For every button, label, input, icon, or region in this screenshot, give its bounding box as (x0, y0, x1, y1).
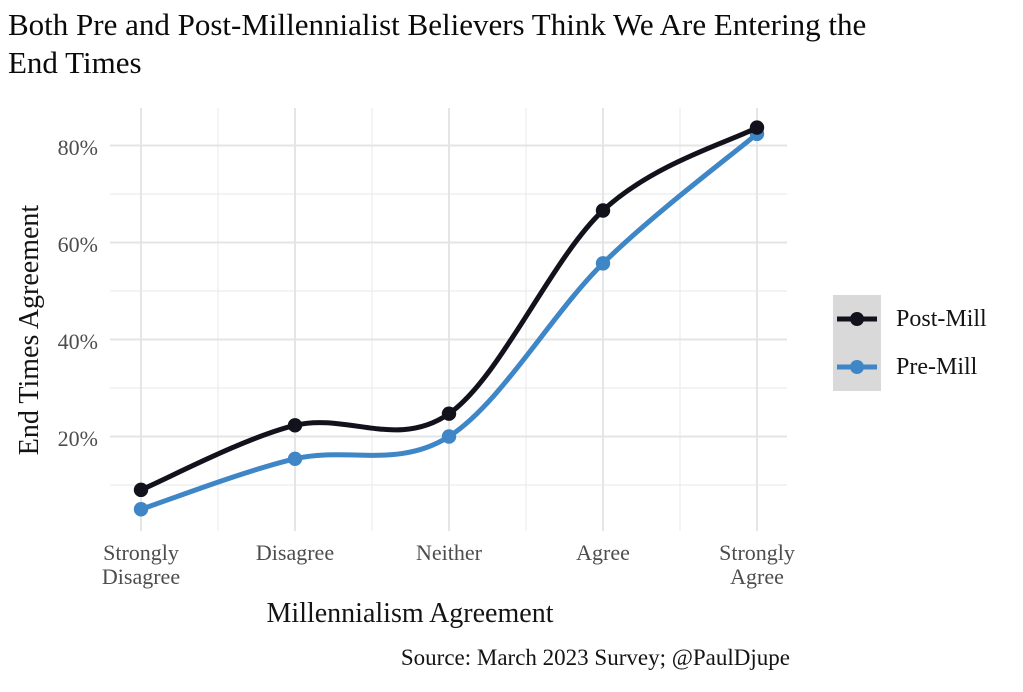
series-line-pre-mill (138, 131, 760, 512)
legend-key-post-mill-swatch (833, 295, 881, 343)
y-tick-label: 40% (57, 328, 98, 354)
x-tick-label: Neither (416, 540, 482, 565)
legend-labels: Post-Mill Pre-Mill (896, 295, 987, 391)
data-point-post-mill (595, 203, 611, 218)
chart-title: Both Pre and Post-Millennialist Believer… (8, 7, 867, 80)
data-point-pre-mill (441, 429, 457, 444)
data-point-pre-mill (595, 256, 611, 271)
chart-caption: Source: March 2023 Survey; @PaulDjupe (400, 645, 790, 670)
legend-point-icon (850, 312, 864, 326)
x-tick-label: Strongly Disagree (101, 540, 181, 589)
x-tick-label: Agree (576, 540, 630, 565)
y-tick-label: 80% (57, 134, 98, 160)
legend: Post-Mill Pre-Mill (833, 295, 987, 391)
x-axis-title: Millennialism Agreement (266, 598, 554, 629)
series-line-post-mill (138, 125, 760, 493)
legend-point-icon (850, 360, 864, 374)
series-pre-mill (133, 126, 765, 517)
legend-label-post-mill: Post-Mill (896, 305, 987, 332)
x-tick-label: Disagree (255, 540, 335, 565)
y-tick-label: 20% (57, 425, 98, 451)
legend-label-pre-mill: Pre-Mill (896, 353, 978, 380)
data-point-pre-mill (133, 502, 149, 517)
data-point-post-mill (287, 418, 303, 433)
x-tick-label: Strongly Agree (719, 540, 795, 589)
legend-key-pre-mill-swatch (833, 343, 881, 391)
data-point-post-mill (441, 406, 457, 421)
gridlines-major (110, 108, 787, 531)
data-point-post-mill (133, 482, 149, 498)
series-post-mill (133, 120, 765, 498)
y-tick-label: 60% (57, 231, 98, 257)
data-point-pre-mill (287, 451, 303, 467)
data-point-post-mill (749, 120, 765, 135)
legend-key-box (833, 295, 881, 391)
